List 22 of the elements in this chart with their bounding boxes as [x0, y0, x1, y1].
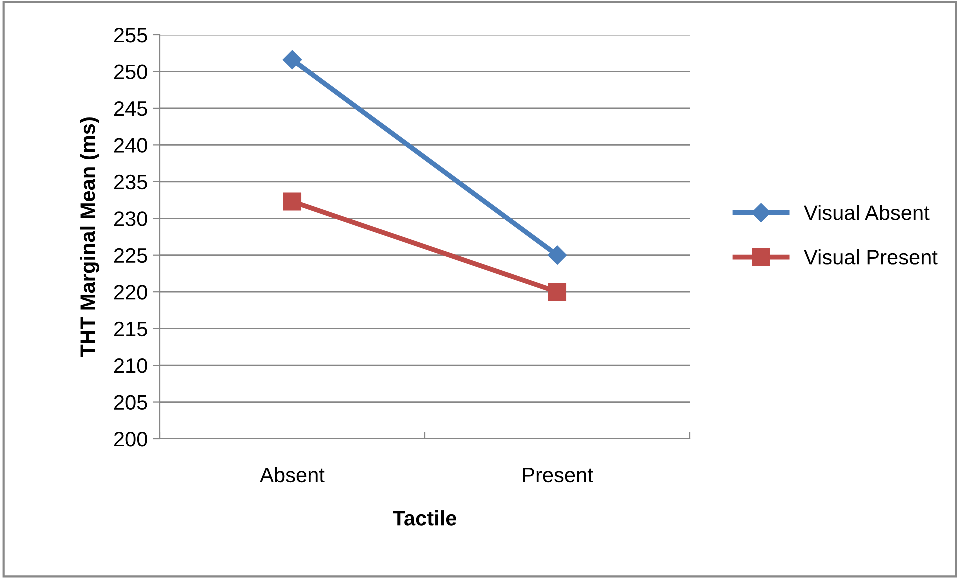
y-tick-label: 235	[114, 174, 148, 190]
y-tick-label: 205	[114, 395, 148, 410]
point	[283, 192, 302, 211]
y-tick-label: 225	[114, 248, 148, 264]
point	[548, 246, 568, 265]
x-tick-label: Present	[523, 468, 594, 483]
point	[548, 283, 567, 302]
legend-label: Visual Present	[804, 250, 938, 265]
y-tick-label: 215	[114, 322, 148, 337]
y-tick-label: 245	[114, 101, 148, 116]
y-tick-label: 250	[114, 64, 148, 80]
y-tick-label: 240	[114, 138, 148, 153]
y-tick-label: 200	[114, 432, 148, 447]
point	[282, 50, 302, 70]
legend-label: Visual Absent	[804, 205, 930, 220]
y-tick-label: 230	[114, 212, 148, 226]
y-tick-label: 210	[114, 358, 148, 374]
x-tick-label: Absent	[260, 467, 325, 483]
y-tick-label: 255	[114, 28, 148, 43]
x-axis-title: Tactile	[393, 510, 457, 526]
y-axis-title: THT Marginal Mean (ms)	[80, 118, 100, 358]
y-tick-label: 220	[114, 285, 148, 300]
